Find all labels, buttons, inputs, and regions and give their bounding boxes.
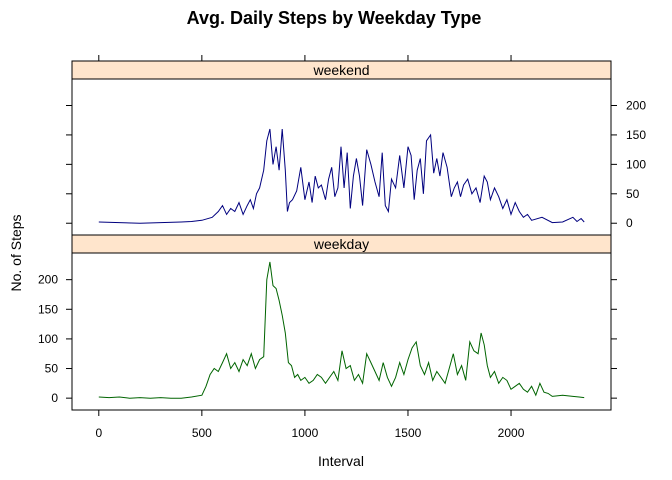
y-tick-label: 100: [626, 157, 646, 171]
y-tick-label: 0: [51, 391, 58, 405]
y-tick-label: 50: [45, 362, 59, 376]
y-tick-label: 50: [626, 187, 640, 201]
x-tick-label: 2000: [498, 426, 525, 440]
panel-frame-weekday: [71, 252, 612, 411]
y-tick-label: 200: [626, 98, 646, 112]
strip-label-weekend: weekend: [312, 62, 369, 78]
y-tick-label: 150: [38, 302, 58, 316]
y-tick-label: 150: [626, 128, 646, 142]
y-tick-label: 0: [626, 216, 633, 230]
strip-label-weekday: weekday: [313, 236, 369, 252]
x-axis-label: Interval: [318, 453, 364, 469]
x-tick-label: 1500: [395, 426, 422, 440]
x-tick-label: 0: [95, 426, 102, 440]
y-tick-label: 100: [38, 332, 58, 346]
x-tick-label: 1000: [292, 426, 319, 440]
chart-title: Avg. Daily Steps by Weekday Type: [187, 8, 482, 28]
x-tick-label: 500: [192, 426, 212, 440]
y-axis-label: No. of Steps: [8, 214, 24, 291]
series-line-weekday: [98, 261, 585, 399]
y-tick-label: 200: [38, 273, 58, 287]
series-line-weekend: [98, 128, 585, 224]
